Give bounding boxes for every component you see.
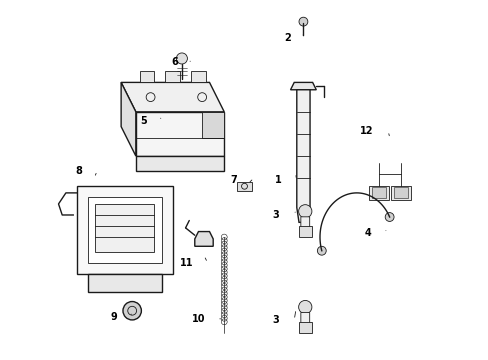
Circle shape (176, 53, 187, 64)
Text: 8: 8 (76, 166, 82, 176)
Text: 4: 4 (364, 228, 371, 238)
Text: 5: 5 (140, 116, 146, 126)
Polygon shape (77, 185, 172, 274)
Polygon shape (88, 197, 162, 263)
Polygon shape (191, 71, 205, 82)
Polygon shape (88, 274, 162, 292)
Circle shape (122, 302, 141, 320)
Polygon shape (371, 187, 385, 198)
Polygon shape (121, 82, 136, 156)
Polygon shape (390, 185, 410, 200)
Polygon shape (300, 217, 309, 235)
Text: 1: 1 (274, 175, 281, 185)
Text: 3: 3 (272, 315, 279, 325)
Polygon shape (95, 204, 154, 252)
Text: 12: 12 (359, 126, 373, 136)
Text: 10: 10 (192, 314, 205, 324)
Text: 7: 7 (230, 175, 237, 185)
Circle shape (298, 301, 311, 314)
Polygon shape (394, 187, 407, 198)
Polygon shape (202, 112, 224, 138)
Polygon shape (298, 322, 311, 333)
Polygon shape (194, 231, 213, 246)
Polygon shape (298, 226, 311, 237)
Polygon shape (368, 185, 388, 200)
Circle shape (385, 213, 393, 221)
Circle shape (298, 205, 311, 218)
Circle shape (317, 246, 325, 255)
Polygon shape (136, 112, 224, 156)
Polygon shape (165, 71, 180, 82)
Text: 11: 11 (179, 258, 193, 268)
Text: 3: 3 (272, 210, 279, 220)
Text: 6: 6 (171, 57, 178, 67)
Polygon shape (296, 90, 309, 222)
Polygon shape (136, 156, 224, 171)
Polygon shape (237, 182, 251, 191)
Polygon shape (300, 312, 309, 331)
Text: 2: 2 (283, 33, 290, 43)
Polygon shape (139, 71, 154, 82)
Polygon shape (290, 82, 316, 90)
Polygon shape (121, 82, 224, 112)
Circle shape (298, 17, 307, 26)
Text: 9: 9 (110, 312, 117, 322)
